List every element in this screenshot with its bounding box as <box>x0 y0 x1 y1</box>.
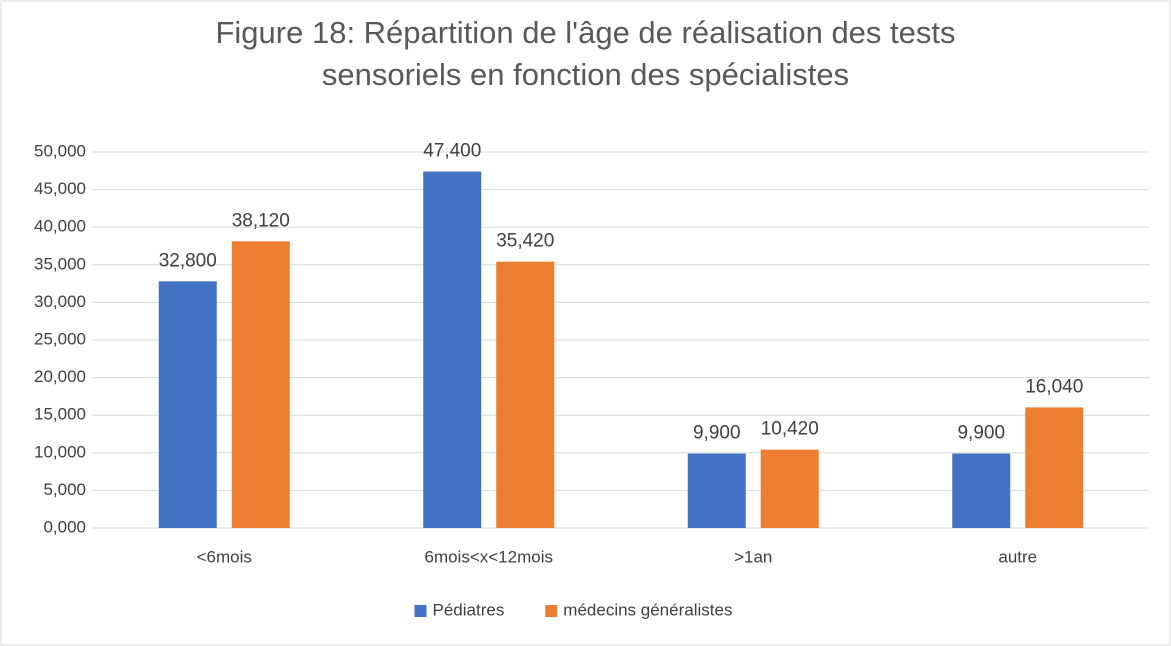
x-tick-label: 6mois<x<12mois <box>424 547 553 566</box>
bar <box>952 453 1011 528</box>
bar <box>423 171 482 528</box>
x-tick-label: <6mois <box>197 547 252 566</box>
bar <box>1025 407 1084 528</box>
value-label: 32,800 <box>159 250 217 271</box>
legend-label: médecins généralistes <box>563 600 732 619</box>
bar <box>687 453 746 528</box>
y-tick-label: 40,000 <box>34 217 86 236</box>
y-tick-label: 0,000 <box>43 517 86 536</box>
y-tick-label: 15,000 <box>34 405 86 424</box>
legend-swatch <box>545 605 558 617</box>
bar <box>496 261 555 528</box>
y-tick-label: 50,000 <box>34 141 86 160</box>
y-tick-label: 45,000 <box>34 179 86 198</box>
bar <box>158 281 217 528</box>
y-tick-label: 35,000 <box>34 254 86 273</box>
value-label: 38,120 <box>232 210 290 231</box>
y-tick-label: 20,000 <box>34 367 86 386</box>
x-tick-label: >1an <box>734 547 772 566</box>
legend-swatch <box>414 605 427 617</box>
value-label: 35,420 <box>496 231 554 252</box>
x-tick-label: autre <box>998 547 1037 566</box>
y-tick-label: 30,000 <box>34 292 86 311</box>
value-label: 9,900 <box>957 423 1005 444</box>
value-label: 16,040 <box>1025 376 1083 397</box>
value-label: 10,420 <box>761 419 819 440</box>
y-tick-label: 5,000 <box>43 480 86 499</box>
value-label: 9,900 <box>693 423 741 444</box>
value-label: 47,400 <box>423 141 481 162</box>
bar <box>760 449 819 528</box>
legend-label: Pédiatres <box>433 600 505 619</box>
y-tick-label: 10,000 <box>34 442 86 461</box>
chart-title: Figure 18: Répartition de l'âge de réali… <box>215 15 956 92</box>
y-tick-label: 25,000 <box>34 329 86 348</box>
bar <box>231 241 290 529</box>
